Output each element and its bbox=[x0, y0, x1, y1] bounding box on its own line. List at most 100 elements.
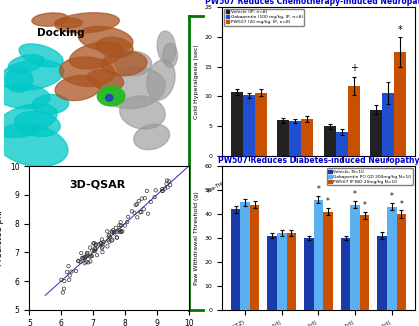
Point bbox=[153, 188, 159, 193]
Text: *: * bbox=[390, 192, 394, 201]
Bar bbox=[287, 233, 296, 310]
Point bbox=[116, 230, 123, 235]
Point bbox=[91, 248, 97, 253]
Point bbox=[83, 254, 89, 259]
Ellipse shape bbox=[0, 104, 57, 138]
Point bbox=[78, 250, 85, 256]
Point bbox=[125, 215, 132, 220]
Point bbox=[135, 199, 142, 204]
Bar bbox=[277, 121, 289, 156]
Bar bbox=[231, 92, 243, 156]
Point bbox=[92, 247, 99, 252]
Point bbox=[91, 246, 98, 251]
Ellipse shape bbox=[157, 31, 176, 64]
Bar bbox=[350, 204, 360, 310]
Bar bbox=[378, 236, 387, 310]
Point bbox=[65, 263, 72, 269]
Point bbox=[61, 286, 67, 291]
Point bbox=[106, 232, 112, 238]
Point bbox=[143, 188, 150, 193]
Ellipse shape bbox=[8, 55, 44, 72]
Ellipse shape bbox=[106, 95, 113, 101]
Bar bbox=[394, 52, 406, 156]
Point bbox=[83, 259, 90, 264]
Ellipse shape bbox=[78, 26, 133, 52]
Point bbox=[58, 277, 65, 282]
Title: PW507 Reduces Diabetes-induced Neuropathy: PW507 Reduces Diabetes-induced Neuropath… bbox=[218, 156, 419, 166]
Point bbox=[138, 196, 145, 201]
Point bbox=[90, 241, 97, 246]
Point bbox=[108, 238, 115, 243]
Bar bbox=[255, 93, 267, 156]
Point bbox=[167, 183, 173, 188]
Bar bbox=[387, 207, 396, 310]
Point bbox=[117, 220, 124, 225]
Point bbox=[159, 188, 166, 194]
Point bbox=[85, 260, 92, 265]
Point bbox=[132, 202, 139, 208]
Bar bbox=[323, 212, 333, 310]
Point bbox=[113, 225, 119, 230]
Point bbox=[145, 211, 151, 216]
Point bbox=[116, 228, 123, 233]
Point bbox=[99, 249, 106, 255]
Point bbox=[92, 242, 99, 247]
Text: *: * bbox=[363, 201, 367, 210]
Ellipse shape bbox=[101, 51, 147, 76]
Point bbox=[137, 210, 144, 215]
Ellipse shape bbox=[5, 67, 33, 92]
Point bbox=[72, 268, 79, 274]
Point bbox=[163, 182, 170, 187]
Point bbox=[107, 235, 114, 240]
Ellipse shape bbox=[59, 57, 115, 86]
Point bbox=[111, 230, 117, 235]
Bar bbox=[323, 126, 336, 156]
Point bbox=[100, 240, 107, 245]
Point bbox=[83, 253, 90, 258]
Point bbox=[88, 253, 94, 259]
Text: 3D-QSAR: 3D-QSAR bbox=[69, 180, 125, 190]
Point bbox=[129, 209, 135, 214]
Ellipse shape bbox=[32, 13, 69, 26]
Ellipse shape bbox=[120, 96, 165, 129]
Point bbox=[134, 215, 141, 220]
Text: *: * bbox=[399, 200, 403, 209]
Point bbox=[87, 254, 94, 259]
Bar bbox=[243, 95, 255, 156]
Point bbox=[87, 245, 93, 250]
Point bbox=[95, 242, 102, 247]
Point bbox=[61, 278, 68, 284]
Point bbox=[84, 251, 91, 256]
Point bbox=[68, 269, 75, 274]
Ellipse shape bbox=[55, 76, 101, 100]
Point bbox=[99, 244, 106, 249]
Point bbox=[98, 237, 105, 242]
Bar bbox=[341, 238, 350, 310]
Point bbox=[82, 255, 88, 260]
Y-axis label: Predicted pKi: Predicted pKi bbox=[0, 210, 5, 266]
Legend: Vehicle (IP, n=8), Gabapentin (100 mg/kg, IP, n=8), PW507 (20 mg/kg, IP, n=8): Vehicle (IP, n=8), Gabapentin (100 mg/kg… bbox=[224, 9, 304, 25]
Point bbox=[147, 199, 154, 204]
Bar bbox=[241, 202, 250, 310]
Ellipse shape bbox=[0, 60, 64, 90]
Text: Docking: Docking bbox=[37, 28, 85, 38]
Bar bbox=[304, 238, 314, 310]
Point bbox=[159, 186, 166, 192]
Point bbox=[97, 241, 104, 246]
Point bbox=[64, 269, 70, 274]
Bar bbox=[396, 214, 406, 310]
Point bbox=[159, 188, 166, 193]
Text: +: + bbox=[350, 63, 358, 73]
Ellipse shape bbox=[15, 111, 60, 136]
Point bbox=[59, 290, 66, 295]
Point bbox=[114, 235, 120, 240]
Ellipse shape bbox=[70, 42, 123, 69]
Text: *: * bbox=[316, 185, 321, 194]
Text: *: * bbox=[353, 190, 357, 199]
Ellipse shape bbox=[147, 60, 175, 100]
Bar bbox=[314, 200, 323, 310]
Point bbox=[134, 201, 140, 207]
Ellipse shape bbox=[163, 43, 178, 67]
Point bbox=[131, 210, 138, 215]
Ellipse shape bbox=[0, 84, 50, 109]
